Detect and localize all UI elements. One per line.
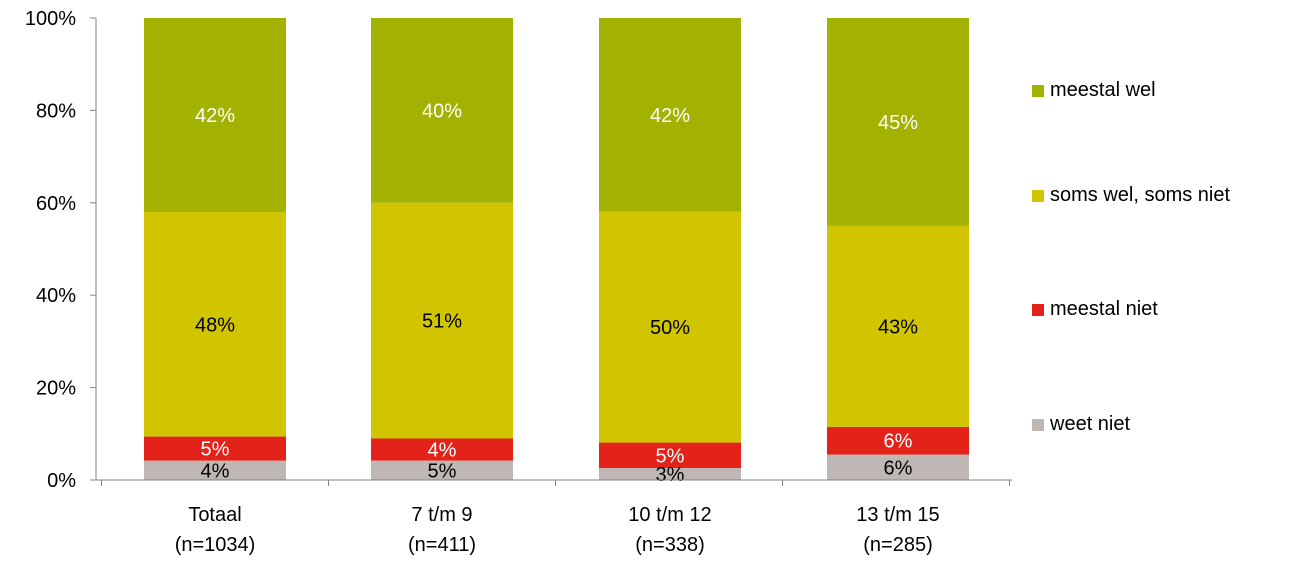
bar-segment [371,438,513,461]
y-tick-label: 80% [36,100,76,122]
bar-segment [371,18,513,203]
x-tick-label: Totaal [188,504,241,526]
bar-segment [371,202,513,439]
data-label: 4% [201,460,230,482]
y-tick-label: 20% [36,378,76,400]
data-label: 4% [428,440,457,462]
bar-segment [371,460,513,480]
legend-item: soms wel, soms niet [1032,184,1230,207]
legend-item: meestal niet [1032,298,1158,321]
data-label: 6% [884,431,913,453]
bar-segment [827,18,969,226]
legend-item: weet niet [1032,413,1130,436]
x-tick-label-n: (n=411) [408,534,476,556]
data-label: 6% [884,457,913,479]
data-label: 5% [656,445,685,467]
bar-segment [827,225,969,427]
x-tick-label: 13 t/m 15 [856,504,939,526]
legend-label: soms wel, soms niet [1050,184,1231,206]
y-tick-label: 60% [36,193,76,215]
legend-swatch [1032,189,1044,202]
data-label: 40% [422,100,462,122]
bar-segment [827,454,969,480]
bar-segment [144,460,286,480]
data-label: 51% [422,311,462,333]
bar-segment [599,211,741,443]
data-label: 42% [650,105,690,127]
x-tick-label-n: (n=1034) [175,534,256,556]
data-label: 50% [650,317,690,339]
bar-segment [827,426,969,455]
legend-label: weet niet [1050,413,1131,435]
data-label: 5% [428,460,457,482]
bar-segment [599,18,741,212]
legend-swatch [1032,84,1044,97]
legend-swatch [1032,303,1044,316]
legend: meestal wel soms wel, soms niet meestal ni… [1032,0,1292,560]
y-tick-label: 0% [47,470,76,492]
bar-segment [599,467,741,480]
y-tick-label: 100% [25,8,76,30]
bar-segment [144,212,286,437]
legend-item: meestal wel [1032,79,1156,102]
x-tick-label-n: (n=338) [635,534,705,556]
legend-label: meestal wel [1050,79,1156,101]
data-label: 48% [195,314,235,336]
bar-segment [599,442,741,468]
data-label: 5% [201,439,230,461]
bar-segment [144,436,286,461]
legend-label: meestal niet [1050,298,1158,320]
bar-segment [144,18,286,213]
data-label: 43% [878,316,918,338]
y-tick-label: 40% [36,285,76,307]
x-tick-label: 10 t/m 12 [628,504,711,526]
x-tick-label-n: (n=285) [863,534,933,556]
data-label: 45% [878,112,918,134]
x-tick-label: 7 t/m 9 [411,504,472,526]
data-label: 42% [195,105,235,127]
legend-swatch [1032,418,1044,431]
